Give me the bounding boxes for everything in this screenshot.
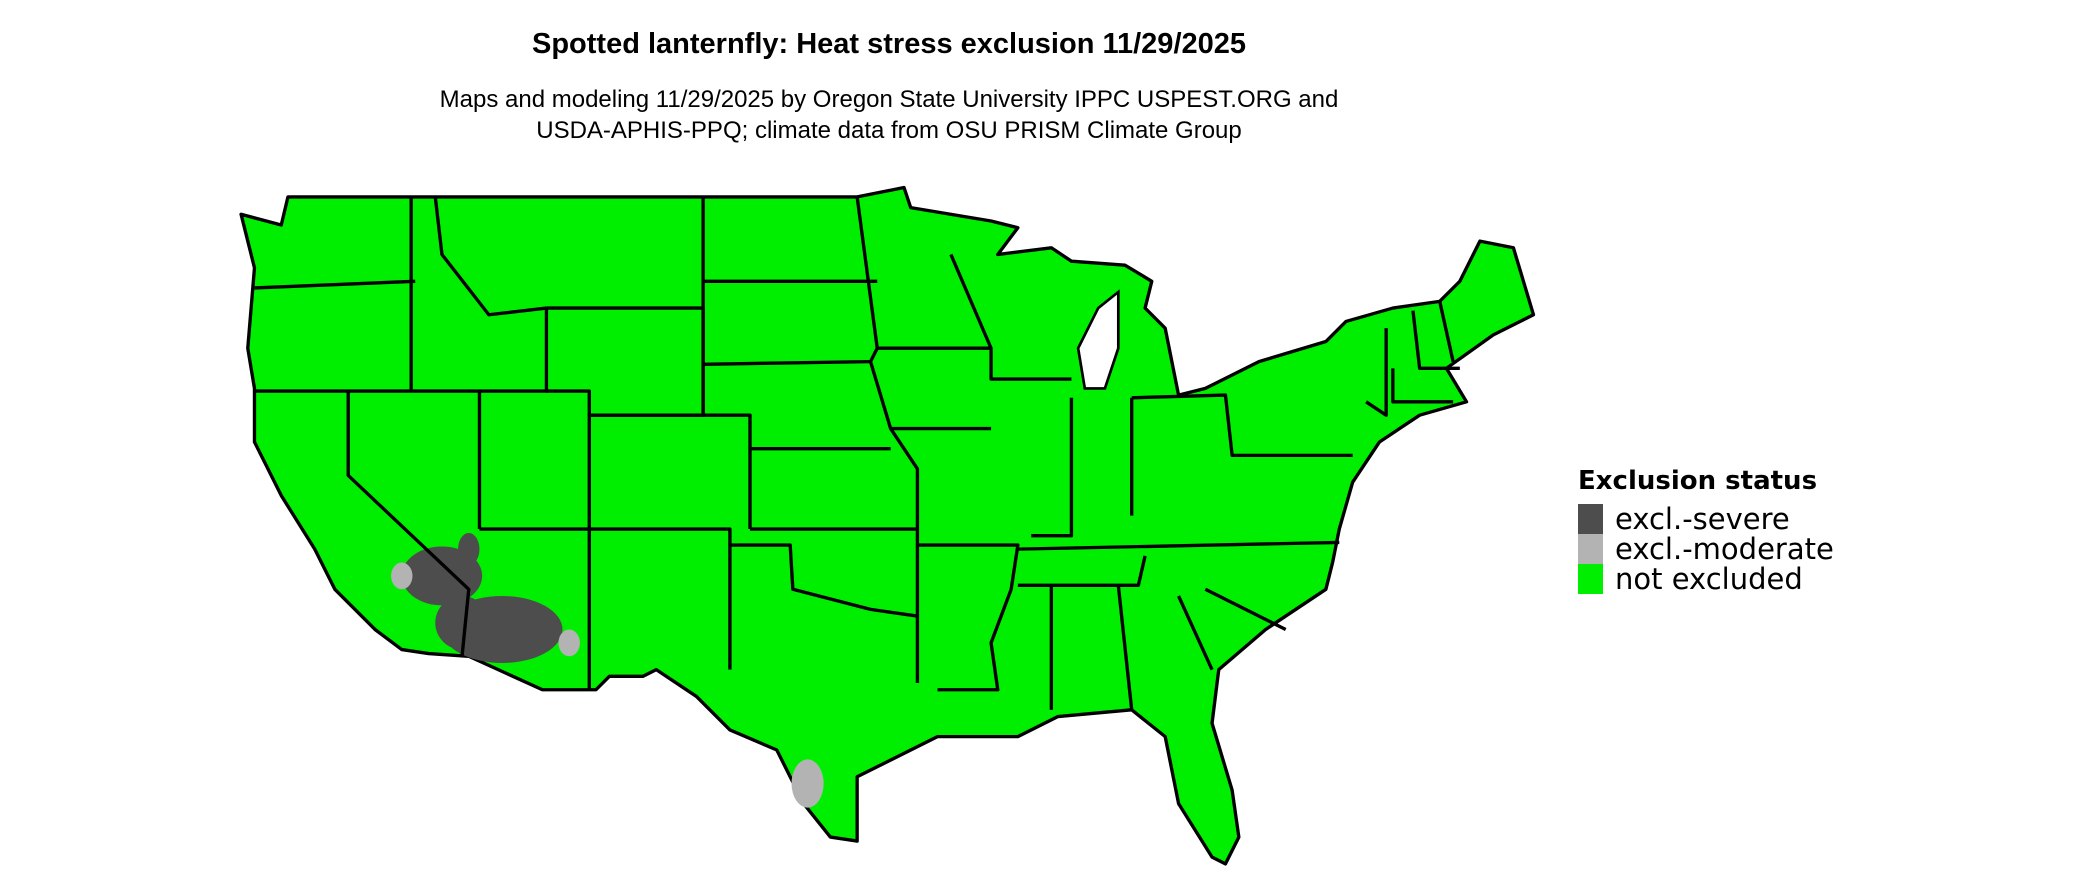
legend-item-not-excluded: not excluded bbox=[1578, 562, 1834, 596]
legend-item-moderate: excl.-moderate bbox=[1578, 532, 1834, 566]
legend-swatch-severe bbox=[1578, 504, 1603, 534]
lake-michigan bbox=[1076, 289, 1120, 390]
map-subtitle-line1: Maps and modeling 11/29/2025 by Oregon S… bbox=[439, 86, 1339, 113]
map-subtitle-line2: USDA-APHIS-PPQ; climate data from OSU PR… bbox=[536, 117, 1242, 144]
legend-label: not excluded bbox=[1615, 562, 1803, 596]
legend-swatch-not-excluded bbox=[1578, 564, 1603, 594]
state-borders bbox=[254, 196, 1460, 711]
map-title: Spotted lanternfly: Heat stress exclusio… bbox=[531, 28, 1247, 60]
legend-label: excl.-severe bbox=[1615, 502, 1790, 536]
us-outline bbox=[239, 185, 1536, 866]
legend-item-severe: excl.-severe bbox=[1578, 502, 1834, 536]
excl-severe-areas bbox=[401, 533, 563, 663]
legend: Exclusion status excl.-severe excl.-mode… bbox=[1578, 466, 1834, 596]
excl-moderate-areas bbox=[391, 562, 824, 808]
legend-title: Exclusion status bbox=[1578, 466, 1818, 496]
legend-label: excl.-moderate bbox=[1615, 532, 1834, 566]
legend-swatch-moderate bbox=[1578, 534, 1603, 564]
